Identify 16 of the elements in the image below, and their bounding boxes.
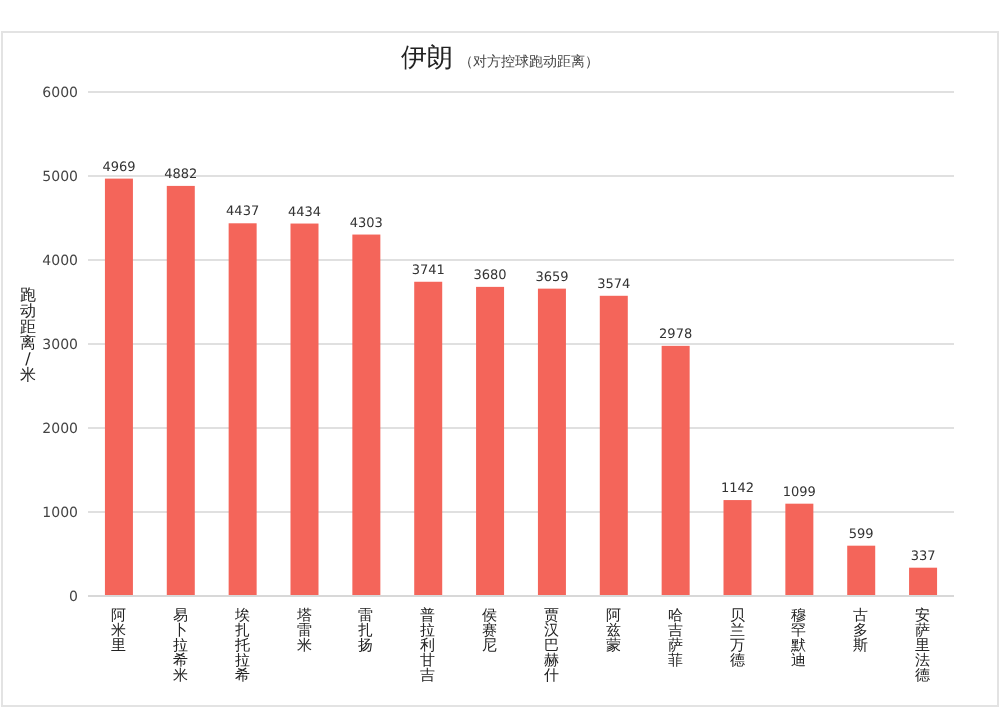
bar: [847, 545, 876, 596]
bar: [352, 234, 381, 596]
bar: [909, 567, 938, 596]
bar: [414, 281, 443, 596]
bar: [537, 288, 566, 596]
bar: [723, 500, 752, 596]
bar: [104, 178, 133, 596]
bar: [785, 503, 814, 596]
chart-title: 伊朗: [401, 42, 453, 74]
bar: [290, 223, 319, 596]
bar: [476, 286, 505, 596]
bar: [661, 345, 690, 596]
bar: [228, 223, 257, 596]
bar: [599, 295, 628, 596]
y-axis-title: 跑动距离/米: [20, 286, 36, 384]
bar: [166, 185, 195, 596]
